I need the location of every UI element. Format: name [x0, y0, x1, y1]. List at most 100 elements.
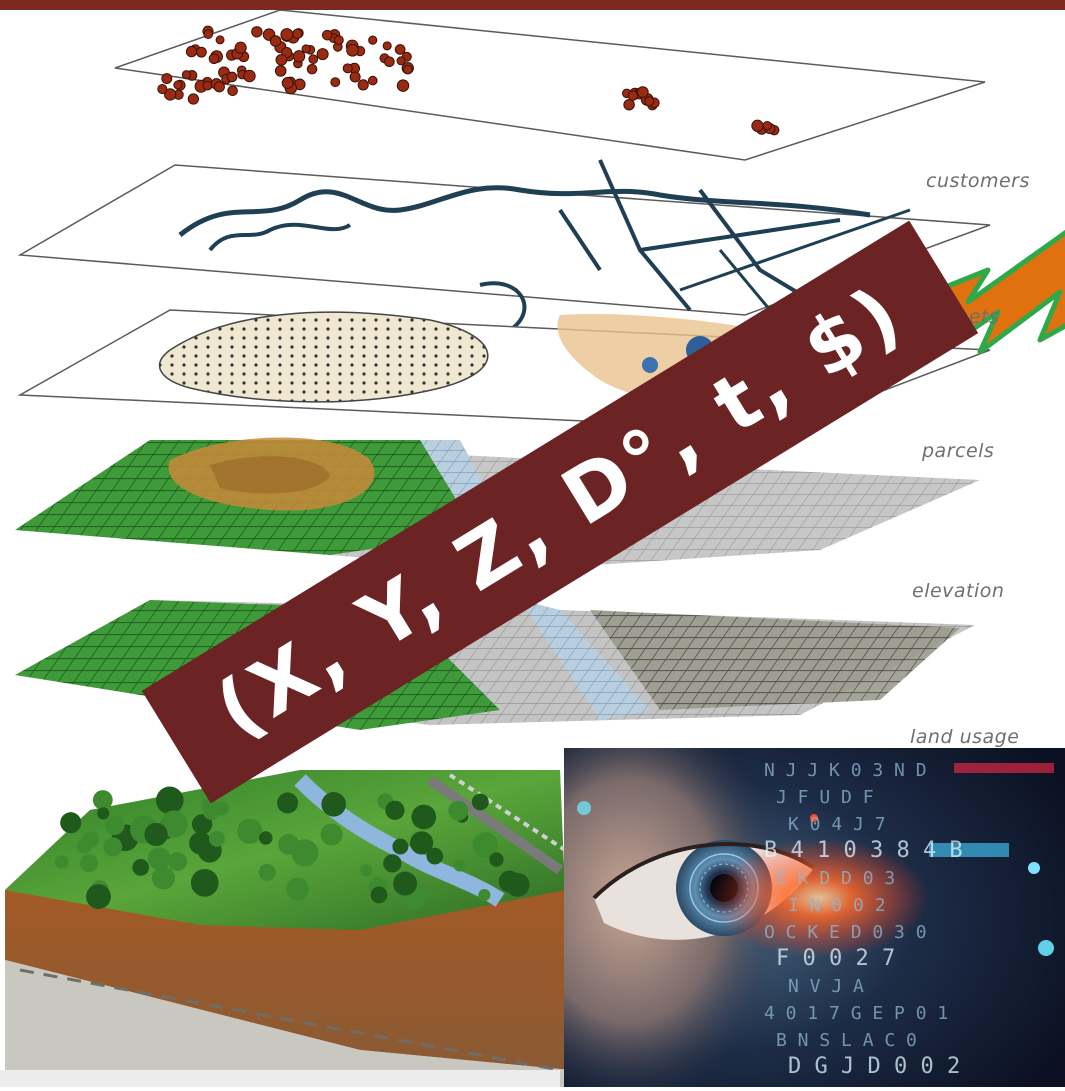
glyph-row: K 0 4 J 7	[788, 814, 886, 835]
customer-point	[302, 45, 310, 53]
tree	[148, 847, 171, 870]
customer-point	[317, 49, 328, 60]
layer-label-elevation: elevation	[912, 580, 1004, 602]
customer-point	[235, 42, 246, 53]
tree	[411, 805, 436, 830]
tree	[383, 854, 401, 872]
customer-point	[628, 91, 637, 100]
customer-point	[244, 70, 255, 81]
tree	[93, 790, 113, 810]
tree	[278, 834, 299, 855]
customer-point	[188, 94, 198, 104]
glyph-row: 4 0 1 7 G E P 0 1	[764, 1003, 948, 1024]
customer-point	[228, 86, 238, 96]
glyph-row: D G J D 0 0 2	[788, 1054, 960, 1079]
customer-point	[282, 78, 293, 89]
customer-point	[209, 54, 219, 64]
customer-point	[203, 81, 212, 90]
tree	[320, 823, 342, 845]
customer-point	[350, 72, 360, 82]
customer-point	[182, 71, 190, 79]
customer-point	[252, 27, 262, 37]
tree	[360, 864, 372, 876]
customer-point	[227, 72, 237, 82]
customer-point	[216, 36, 224, 44]
customer-point	[214, 82, 224, 92]
glyph-row: O C K E D 0 3 0	[764, 922, 927, 943]
tree	[489, 852, 503, 866]
tree	[506, 873, 530, 897]
customer-point	[196, 47, 206, 57]
customer-point	[752, 120, 763, 131]
top-accent-bar	[0, 0, 1065, 10]
tree	[321, 792, 346, 817]
customer-point	[276, 54, 287, 65]
tree	[472, 793, 489, 810]
glyph-row: N V J A	[788, 976, 864, 997]
tree	[82, 831, 99, 848]
glyph-row: J F U D F	[776, 787, 874, 808]
customer-point	[637, 87, 648, 98]
customer-point	[335, 36, 344, 45]
terrain-block	[5, 770, 570, 1087]
customer-point	[645, 97, 654, 106]
customer-point	[397, 80, 408, 91]
layer-label-customers: customers	[926, 170, 1030, 192]
customer-point	[158, 84, 167, 93]
customers-layer	[115, 10, 985, 160]
tree	[209, 831, 225, 847]
eye-icon: N J J K 0 3 N D J F U D F K 0 4 J 7 B 4 1 0…	[564, 748, 1065, 1087]
tree	[393, 872, 417, 896]
customer-point	[162, 74, 172, 84]
tree	[448, 801, 468, 821]
glyph-row: B N S L A C 0	[776, 1030, 917, 1051]
customer-point	[395, 45, 405, 55]
tree	[80, 854, 98, 872]
customer-point	[309, 55, 318, 64]
tree	[237, 819, 262, 844]
tree	[259, 831, 272, 844]
eye-photo-inset: N J J K 0 3 N D J F U D F K 0 4 J 7 B 4 1 0…	[564, 748, 1065, 1087]
tree	[454, 859, 466, 871]
customer-point	[343, 64, 352, 73]
customer-point	[358, 80, 368, 90]
customer-point	[763, 122, 771, 130]
tree	[103, 837, 122, 856]
glyph-row: F 0 0 2 7	[776, 946, 895, 971]
customer-point	[347, 44, 359, 56]
layer-label-land-usage: land usage	[910, 726, 1019, 748]
customer-point	[174, 81, 182, 89]
tree	[105, 816, 125, 836]
tree	[132, 859, 149, 876]
customer-point	[322, 30, 332, 40]
tree	[203, 803, 220, 820]
customer-point	[293, 29, 302, 38]
tree	[259, 864, 276, 881]
tree	[55, 855, 69, 869]
customer-point	[369, 36, 377, 44]
customer-point	[384, 57, 394, 67]
tree	[277, 792, 298, 813]
customer-point	[404, 65, 413, 74]
tree	[168, 852, 187, 871]
tree	[156, 787, 184, 815]
tree	[152, 866, 175, 889]
tree	[286, 878, 309, 901]
tree	[371, 886, 388, 903]
glyph-row: B 4 1 0 3 8 4 B	[764, 838, 963, 863]
tree	[392, 838, 408, 854]
tree	[478, 889, 490, 901]
customer-point	[397, 57, 405, 65]
customer-point	[204, 30, 213, 39]
customer-point	[368, 76, 377, 85]
glyph-row: I N 0 0 2	[788, 895, 886, 916]
layer-label-parcels: parcels	[922, 440, 994, 462]
customer-point	[293, 51, 304, 62]
customer-point	[281, 29, 293, 41]
tree	[86, 884, 111, 909]
tree	[191, 869, 219, 897]
customer-point	[624, 99, 634, 109]
tree	[385, 801, 404, 820]
customer-point	[186, 46, 196, 56]
customer-point	[383, 42, 391, 50]
